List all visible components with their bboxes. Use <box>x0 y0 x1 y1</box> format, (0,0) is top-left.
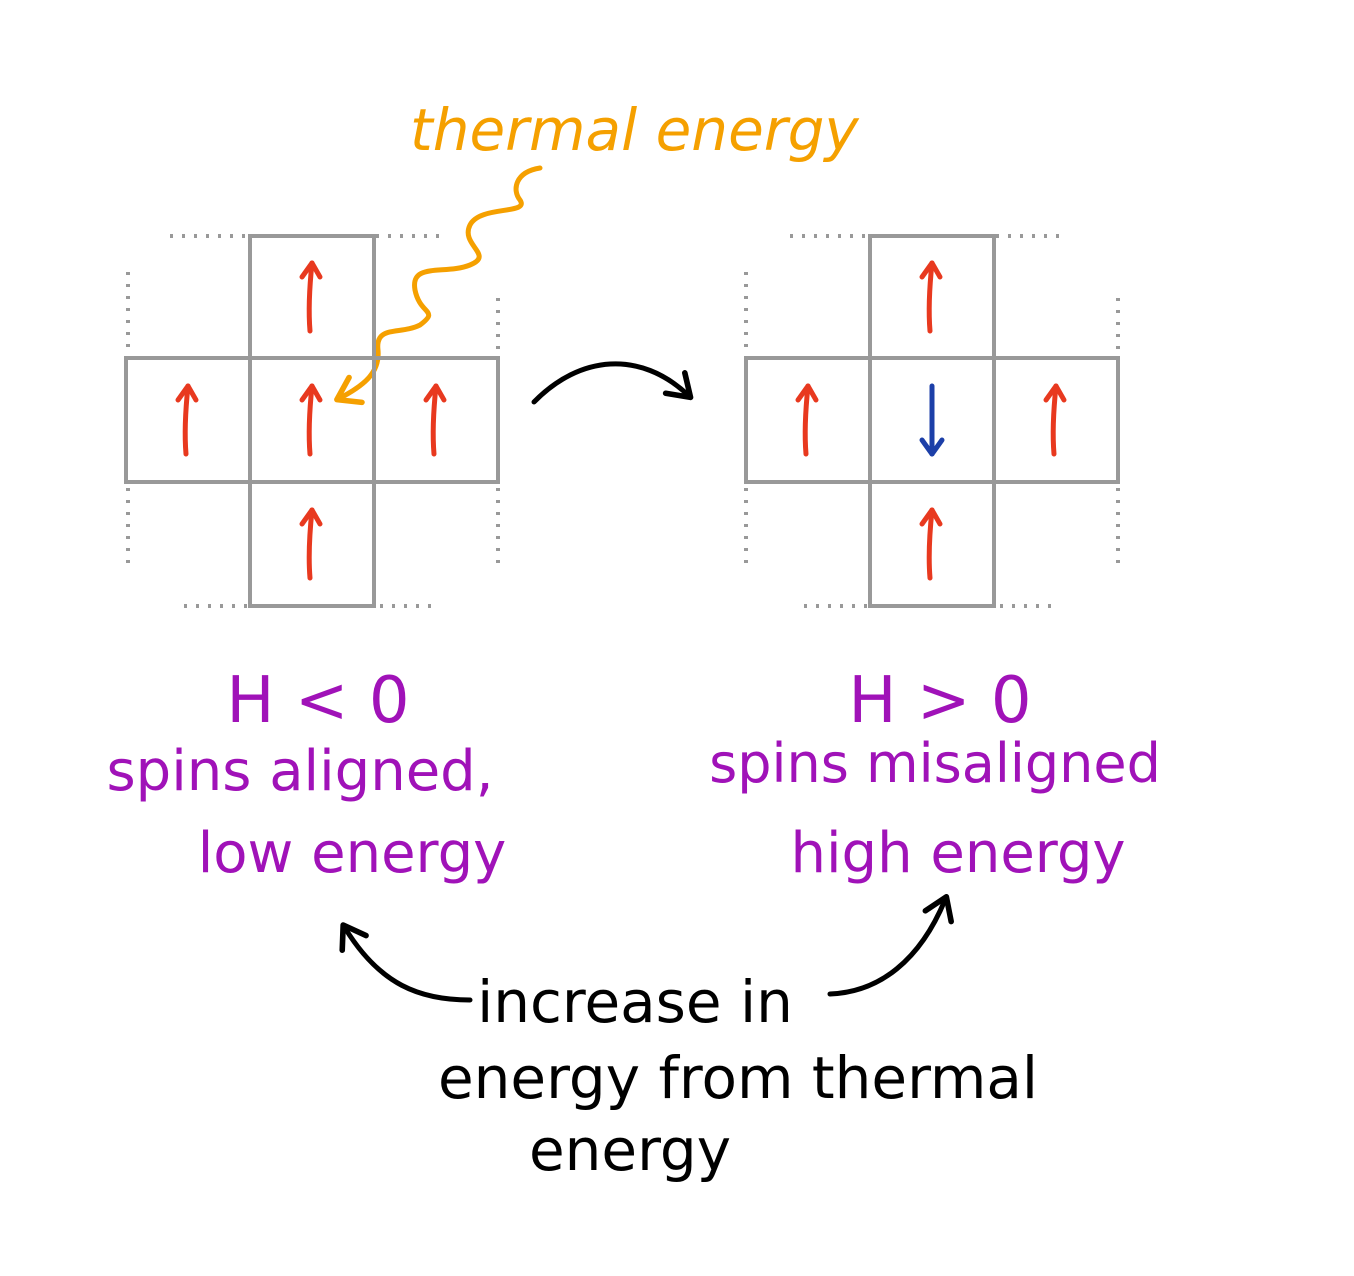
right-spin-left-up-arrow <box>795 383 819 457</box>
left-cell-center <box>248 356 376 484</box>
thermal-squiggle-arrow <box>334 165 543 406</box>
right-state-description-line1: spins misaligned <box>709 732 1161 795</box>
left-cell-top <box>248 234 376 360</box>
right-spin-center-down-arrow <box>919 383 945 457</box>
left-hamiltonian-label: H < 0 <box>226 664 409 738</box>
caption-line3: energy <box>529 1116 731 1184</box>
left-state-description-line2: low energy <box>198 821 507 886</box>
left-cell-bottom <box>248 480 376 608</box>
right-spin-right-up-arrow <box>1043 383 1067 457</box>
right-cell-top <box>868 234 996 360</box>
left-spin-bottom-up-arrow <box>299 507 323 581</box>
thermal-energy-label: thermal energy <box>410 96 859 164</box>
right-lattice <box>744 234 1120 608</box>
caption-arrow-to-low-energy <box>339 922 473 1003</box>
caption-line1: increase in <box>477 968 793 1036</box>
right-cell-left <box>744 356 872 484</box>
right-lattice-dotted-edges <box>744 234 1120 608</box>
right-state-description-line2: high energy <box>790 821 1125 886</box>
left-spin-left-up-arrow <box>175 383 199 457</box>
left-state-description-line1: spins aligned, <box>106 739 493 804</box>
right-spins <box>795 260 1067 581</box>
right-cell-right <box>992 356 1120 484</box>
left-spin-right-up-arrow <box>423 383 447 457</box>
left-spin-top-up-arrow <box>299 260 323 334</box>
left-cell-left <box>124 356 252 484</box>
caption-line2: energy from thermal <box>438 1044 1038 1112</box>
right-spin-top-up-arrow <box>919 260 943 334</box>
transition-arrow <box>531 361 694 405</box>
left-spins <box>175 260 447 581</box>
caption-arrow-to-high-energy <box>827 893 954 997</box>
right-spin-bottom-up-arrow <box>919 507 943 581</box>
left-lattice-dotted-edges <box>126 234 500 608</box>
right-cell-bottom <box>868 480 996 608</box>
right-lattice-cells <box>744 234 1120 608</box>
left-cell-right <box>372 356 500 484</box>
right-hamiltonian-label: H > 0 <box>848 664 1031 738</box>
left-lattice <box>124 234 500 608</box>
left-spin-center-up-arrow <box>299 383 323 457</box>
left-lattice-cells <box>124 234 500 608</box>
